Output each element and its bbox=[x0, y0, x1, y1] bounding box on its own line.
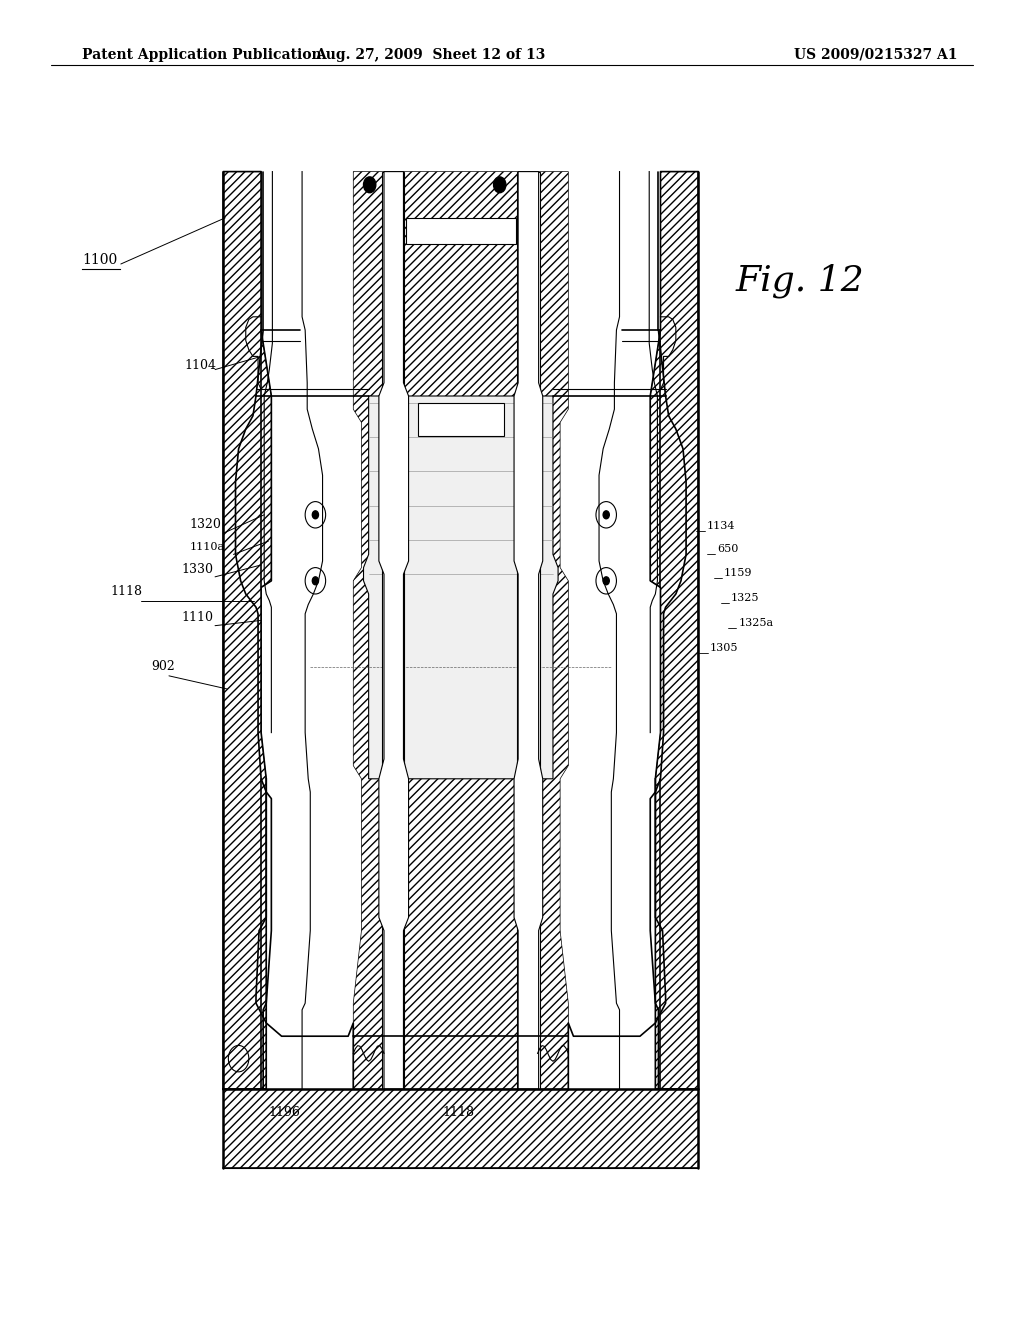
Text: US 2009/0215327 A1: US 2009/0215327 A1 bbox=[794, 48, 957, 62]
Text: 1118: 1118 bbox=[442, 1106, 475, 1119]
Polygon shape bbox=[418, 403, 504, 436]
Text: 1134: 1134 bbox=[707, 520, 735, 531]
Text: 1305: 1305 bbox=[710, 643, 738, 653]
Text: Fig. 12: Fig. 12 bbox=[735, 264, 864, 298]
Text: Aug. 27, 2009  Sheet 12 of 13: Aug. 27, 2009 Sheet 12 of 13 bbox=[315, 48, 545, 62]
Circle shape bbox=[494, 177, 506, 193]
Polygon shape bbox=[382, 172, 404, 1089]
Text: 1104: 1104 bbox=[184, 359, 216, 372]
Polygon shape bbox=[364, 396, 558, 779]
Circle shape bbox=[312, 577, 318, 585]
Text: 1320: 1320 bbox=[189, 517, 221, 531]
Text: 1196: 1196 bbox=[268, 1106, 301, 1119]
Text: 902: 902 bbox=[152, 660, 175, 673]
Text: 1110: 1110 bbox=[181, 611, 213, 624]
Text: 650: 650 bbox=[717, 544, 738, 554]
Text: 1110a: 1110a bbox=[189, 541, 224, 552]
Polygon shape bbox=[517, 172, 540, 1089]
Polygon shape bbox=[406, 218, 516, 244]
Text: 1118: 1118 bbox=[111, 585, 142, 598]
Text: 1330: 1330 bbox=[181, 562, 213, 576]
Text: 1159: 1159 bbox=[724, 568, 753, 578]
Text: 1325: 1325 bbox=[731, 593, 760, 603]
Circle shape bbox=[364, 177, 376, 193]
Polygon shape bbox=[379, 172, 409, 1089]
Circle shape bbox=[603, 577, 609, 585]
Circle shape bbox=[312, 511, 318, 519]
Text: 1325a: 1325a bbox=[738, 618, 773, 628]
Text: 1100: 1100 bbox=[82, 252, 117, 267]
Circle shape bbox=[603, 511, 609, 519]
Text: Patent Application Publication: Patent Application Publication bbox=[82, 48, 322, 62]
Polygon shape bbox=[514, 172, 543, 1089]
